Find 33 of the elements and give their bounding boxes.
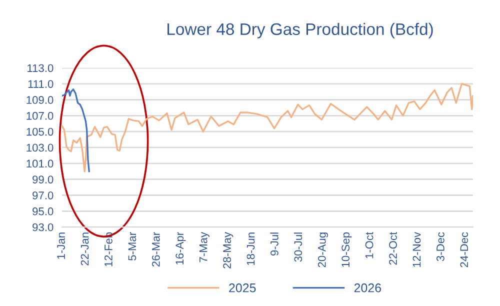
y-tick-label: 99.0 bbox=[32, 176, 54, 184]
x-tick-label: 24-Dec bbox=[460, 232, 468, 268]
chart-title: Lower 48 Dry Gas Production (Bcfd) bbox=[168, 22, 433, 38]
x-tick-label: 20-Aug bbox=[318, 232, 328, 268]
x-tick-label: 26-Mar bbox=[152, 232, 160, 267]
x-tick-label: 28-May bbox=[223, 232, 234, 268]
y-tick-label: 97.0 bbox=[32, 191, 54, 200]
line-series bbox=[62, 83, 473, 172]
y-tick-label: 93.0 bbox=[32, 223, 54, 232]
x-tick-label: 30-Jul bbox=[294, 232, 302, 262]
x-tick-label: 16-Apr bbox=[176, 232, 186, 264]
legend-label: 2026 bbox=[354, 283, 382, 292]
line-series bbox=[62, 88, 90, 172]
x-tick-label: 5-Mar bbox=[128, 232, 136, 260]
x-tick-label: 22-Jan bbox=[80, 232, 89, 266]
x-tick-label: 18-Jun bbox=[246, 232, 255, 266]
y-tick-label: 101.0 bbox=[26, 160, 54, 168]
y-tick-label: 107.0 bbox=[26, 112, 54, 120]
y-tick-label: 109.0 bbox=[26, 96, 54, 104]
x-tick-label: 1-Oct bbox=[365, 232, 374, 258]
y-tick-label: 113.0 bbox=[28, 64, 54, 72]
y-tick-label: 111.0 bbox=[28, 80, 54, 88]
x-tick-label: 3-Dec bbox=[436, 232, 444, 262]
x-tick-label: 7-May bbox=[200, 232, 210, 262]
x-tick-label: 9-Jul bbox=[270, 232, 278, 256]
y-tick-label: 95.0 bbox=[32, 207, 54, 216]
x-tick-label: 10-Sep bbox=[342, 232, 352, 267]
x-tick-label: 22-Oct bbox=[389, 232, 397, 265]
y-tick-label: 103.0 bbox=[26, 144, 54, 152]
legend-label: 2025 bbox=[229, 283, 256, 292]
x-tick-label: 1-Jan bbox=[57, 232, 65, 259]
y-tick-label: 105.0 bbox=[26, 128, 54, 136]
x-tick-label: 12-Nov bbox=[412, 232, 421, 267]
